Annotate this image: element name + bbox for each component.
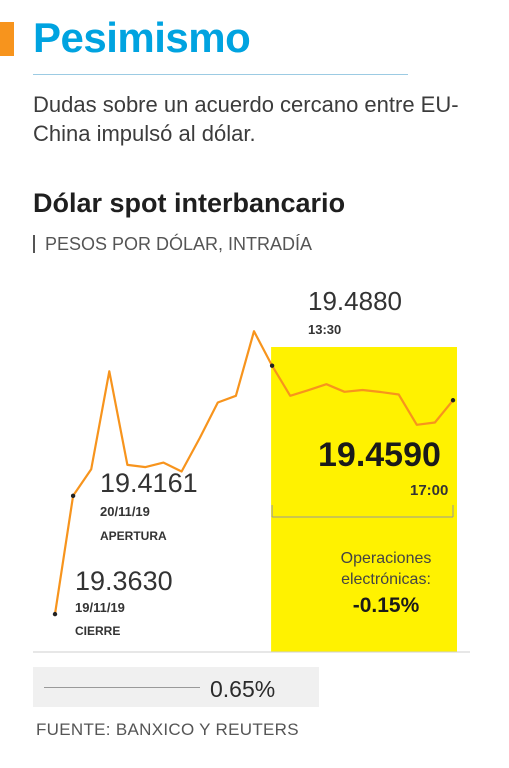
highlight-change: -0.15% [353,594,420,617]
footer-bar-line [44,687,200,688]
headline: Pesimismo [33,14,251,61]
annotation-high-value: 19.4880 [308,286,402,316]
annotation-open-label: APERTURA [100,529,167,543]
series-line [53,330,454,615]
chart-subtitle-text: PESOS POR DÓLAR, INTRADÍA [45,234,313,254]
subtitle-bar [33,235,35,253]
footer-bar-value: 0.65% [210,676,276,702]
accent-bar [0,22,14,56]
annotation-close-label: CIERRE [75,624,120,638]
point-electronic-start [269,363,275,368]
annotation-last-time: 17:00 [410,482,448,499]
annotation-close-date: 19/11/19 [75,600,125,615]
annotation-last-value: 19.4590 [318,436,441,474]
chart-title: Dólar spot interbancario [33,188,346,218]
point-close [52,611,58,617]
annotation-open-value: 19.4161 [100,468,198,498]
source-note: FUENTE: BANXICO Y REUTERS [36,720,299,739]
annotation-close-value: 19.3630 [75,566,173,596]
highlight-text-1: Operaciones [341,550,432,567]
annotation-open-date: 20/11/19 [100,504,150,519]
annotation-high-time: 13:30 [308,322,341,337]
point-last [450,398,456,403]
highlight-text-2: electrónicas: [341,571,431,588]
title-rule [33,74,408,75]
point-open [70,493,76,499]
chart-subtitle: PESOS POR DÓLAR, INTRADÍA [33,234,312,255]
electronic-trading-highlight [271,347,457,652]
subtitle: Dudas sobre un acuerdo cercano entre EU-… [33,92,459,146]
